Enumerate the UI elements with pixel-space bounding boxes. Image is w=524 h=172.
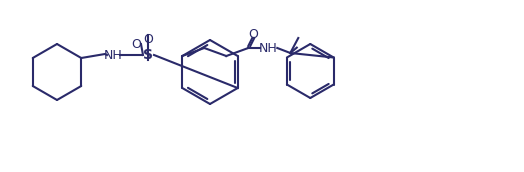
Text: NH: NH (259, 41, 278, 55)
Text: O: O (131, 37, 141, 51)
Text: S: S (143, 48, 153, 62)
Text: O: O (143, 33, 153, 46)
Text: O: O (248, 28, 258, 40)
Text: NH: NH (104, 49, 123, 62)
